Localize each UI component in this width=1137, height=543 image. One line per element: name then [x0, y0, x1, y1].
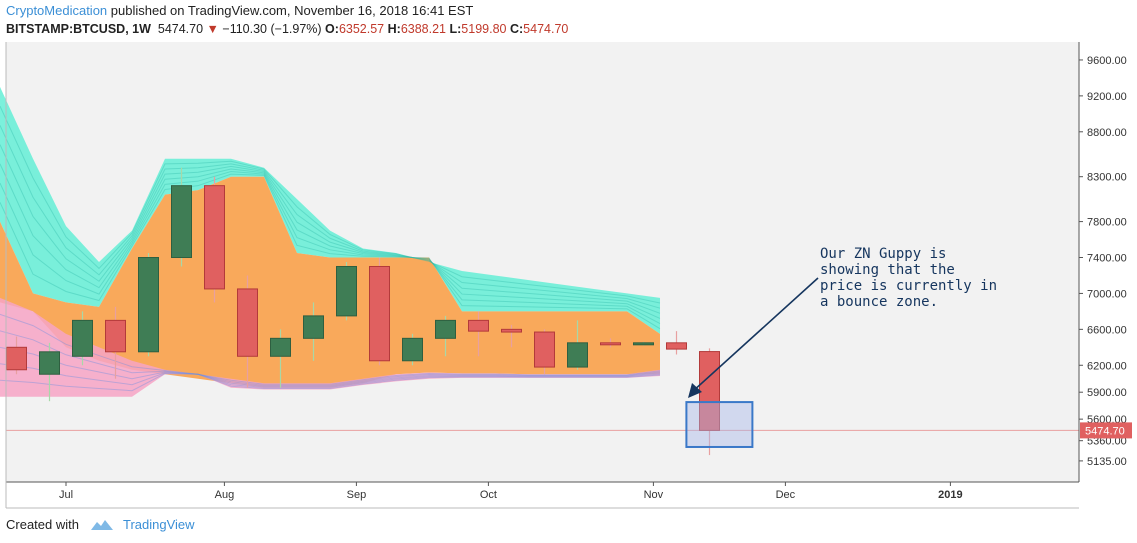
close-label: C: — [509, 22, 524, 36]
open-label: O: — [325, 22, 339, 36]
candle-body — [633, 342, 654, 346]
guppy-line — [0, 173, 661, 330]
y-tick-label: 8800.00 — [1087, 127, 1127, 139]
guppy-line — [0, 363, 661, 388]
guppy-line — [0, 346, 661, 387]
candle-body — [468, 319, 489, 332]
candle-body — [567, 342, 588, 368]
y-tick-label: 5360.00 — [1087, 436, 1127, 448]
x-tick-label: Oct — [480, 489, 497, 501]
guppy-line — [0, 144, 661, 314]
high-label: H: — [387, 22, 401, 36]
guppy-pink-band — [0, 297, 660, 397]
y-tick-label: 5900.00 — [1087, 387, 1127, 399]
created-with-label: Created with — [6, 517, 79, 532]
x-tick-label: Dec — [776, 489, 796, 501]
candle-body — [39, 351, 60, 375]
low-value: 5199.80 — [461, 22, 507, 36]
y-tick-label: 7400.00 — [1087, 253, 1127, 265]
x-tick-label: Jul — [59, 489, 73, 501]
annotation-line: Our ZN Guppy is — [820, 246, 946, 262]
symbol-label: BITSTAMP:BTCUSD, 1W — [6, 22, 151, 36]
bounce-zone-box — [685, 401, 754, 448]
y-tick-label: 8300.00 — [1087, 172, 1127, 184]
publish-info: published on TradingView.com, November 1… — [110, 3, 474, 18]
guppy-line — [0, 313, 661, 385]
candle-body — [237, 288, 258, 357]
candle-body — [435, 319, 456, 339]
publish-header: CryptoMedication published on TradingVie… — [6, 3, 473, 18]
y-tick-label: 7000.00 — [1087, 288, 1127, 300]
guppy-cyan-band — [0, 86, 660, 334]
open-value: 6352.57 — [338, 22, 385, 36]
high-value: 6388.21 — [400, 22, 446, 36]
candle-body — [336, 265, 357, 317]
annotation-arrow — [691, 277, 819, 393]
footer: Created with TradingView — [6, 517, 195, 532]
guppy-line — [0, 125, 661, 309]
candle-body — [204, 185, 225, 290]
guppy-line — [0, 105, 661, 304]
x-tick-label: Nov — [644, 489, 664, 501]
candle-body — [138, 257, 159, 353]
last-price-tag-label: 5474.70 — [1085, 425, 1125, 437]
candle-body — [666, 342, 687, 350]
guppy-line — [0, 171, 661, 325]
price-change: −110.30 (−1.97%) — [222, 22, 322, 36]
candle-body — [270, 337, 291, 357]
arrow-head-icon — [688, 383, 702, 398]
annotation-line: price is currently in — [820, 278, 997, 294]
low-label: L: — [449, 22, 462, 36]
candle-body — [105, 319, 126, 353]
ticker-line: BITSTAMP:BTCUSD, 1W 5474.70 ▼ −110.30 (−… — [6, 22, 568, 36]
candle-body — [72, 319, 93, 357]
annotation-text: Our ZN Guppy is showing that the price is … — [820, 246, 997, 310]
annotation-line: a bounce zone. — [820, 294, 938, 310]
last-price: 5474.70 — [157, 22, 204, 36]
tradingview-brand[interactable]: TradingView — [122, 517, 195, 532]
y-tick-label: 7800.00 — [1087, 217, 1127, 229]
x-tick-label: 2019 — [938, 489, 962, 501]
tradingview-cloud-icon — [90, 519, 113, 530]
candle-body — [171, 185, 192, 259]
candle-body — [402, 337, 423, 362]
candle-body — [600, 342, 621, 346]
guppy-orange-band — [0, 176, 660, 388]
x-tick-label: Aug — [215, 489, 235, 501]
guppy-line — [0, 330, 661, 386]
guppy-line — [0, 163, 661, 319]
author-link[interactable]: CryptoMedication — [6, 3, 108, 18]
last-price-tag — [1080, 422, 1132, 439]
down-arrow-icon: ▼ — [206, 22, 219, 36]
y-tick-label: 9600.00 — [1087, 55, 1127, 67]
close-value: 5474.70 — [523, 22, 569, 36]
candle-body — [6, 346, 27, 371]
x-tick-label: Sep — [347, 489, 367, 501]
candle-body — [501, 328, 522, 333]
y-tick-label: 9200.00 — [1087, 91, 1127, 103]
candle-body — [369, 265, 390, 362]
candle-body — [534, 331, 555, 368]
candle-body — [303, 315, 324, 339]
y-tick-label: 5135.00 — [1087, 456, 1127, 468]
y-tick-label: 6200.00 — [1087, 360, 1127, 372]
annotation-line: showing that the — [820, 262, 955, 278]
guppy-line — [0, 372, 661, 392]
y-tick-label: 6600.00 — [1087, 324, 1127, 336]
